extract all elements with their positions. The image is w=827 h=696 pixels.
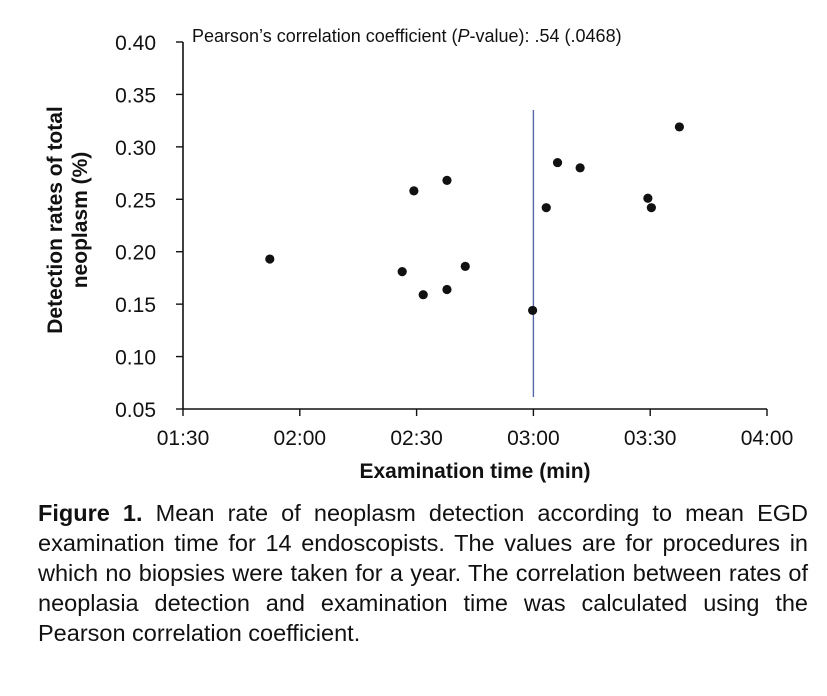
- figure-caption: Figure 1. Mean rate of neoplasm detectio…: [38, 498, 808, 648]
- chart-svg: Pearson’s correlation coefficient (P-val…: [44, 26, 793, 483]
- data-point: [643, 193, 653, 203]
- annotation-italic: P: [457, 26, 469, 46]
- x-tick-label: 02:00: [274, 427, 327, 450]
- y-tick-label: 0.40: [115, 32, 156, 55]
- data-point: [575, 163, 585, 173]
- data-point: [460, 261, 470, 271]
- caption-label: Figure 1.: [38, 500, 143, 526]
- x-tick-label: 03:30: [624, 427, 677, 450]
- y-tick-label: 0.10: [115, 347, 156, 370]
- x-tick-label: 04:00: [741, 427, 794, 450]
- data-point: [409, 186, 419, 196]
- y-tick-label: 0.15: [115, 294, 156, 317]
- x-axis-label: Examination time (min): [359, 460, 590, 483]
- data-point: [265, 254, 275, 264]
- data-point: [442, 284, 452, 295]
- y-tick-label: 0.30: [115, 137, 156, 160]
- caption-text: Mean rate of neoplasm detection accordin…: [38, 500, 808, 647]
- axes: 0.05 0.10 0.15 0.20 0.25 0.30 0.35 0.40 01:30 02:…: [115, 32, 793, 450]
- x-tick-label: 01:30: [157, 427, 210, 450]
- data-point: [418, 290, 428, 300]
- data-point: [674, 122, 685, 132]
- y-tick-label: 0.35: [115, 84, 156, 107]
- chart-annotation: Pearson’s correlation coefficient (P-val…: [192, 26, 622, 46]
- scatter-chart: Pearson’s correlation coefficient (P-val…: [44, 26, 793, 483]
- data-point: [541, 203, 551, 213]
- data-point: [397, 267, 407, 277]
- y-tick-label: 0.25: [115, 189, 156, 212]
- data-point: [442, 175, 452, 186]
- data-point: [646, 203, 656, 213]
- x-tick-label: 02:30: [390, 427, 443, 450]
- annotation-prefix: Pearson’s correlation coefficient (: [192, 26, 457, 46]
- y-axis-label: Detection rates of total neoplasm (%): [44, 106, 92, 334]
- y-axis-label-line2: neoplasm (%): [69, 152, 92, 289]
- y-axis-label-line1: Detection rates of total: [44, 106, 67, 334]
- data-points: [265, 122, 685, 316]
- annotation-suffix: -value): .54 (.0468): [470, 26, 622, 46]
- y-tick-label: 0.20: [115, 242, 156, 265]
- x-tick-label: 03:00: [507, 427, 560, 450]
- data-point: [528, 305, 538, 316]
- y-tick-label: 0.05: [115, 399, 156, 422]
- data-point: [552, 157, 563, 168]
